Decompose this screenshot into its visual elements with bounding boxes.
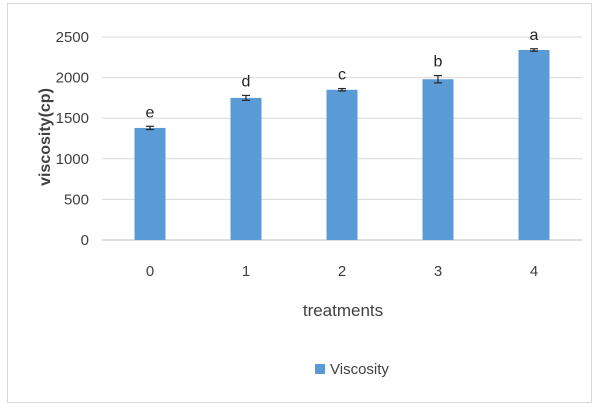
y-tick-label: 500	[64, 191, 89, 208]
bar	[135, 128, 166, 240]
data-label: e	[146, 104, 155, 121]
bar	[519, 50, 550, 240]
legend-label: Viscosity	[330, 361, 389, 378]
data-label: c	[338, 67, 346, 84]
x-axis-title: treatments	[303, 301, 383, 320]
x-tick-label: 4	[530, 263, 538, 280]
y-tick-label: 2000	[56, 70, 89, 87]
y-tick-labels: 0 500 1000 1500 2000 2500	[56, 29, 89, 249]
y-tick-label: 2500	[56, 29, 89, 46]
y-tick-label: 0	[81, 232, 89, 249]
bar	[327, 90, 358, 240]
data-label: a	[530, 27, 539, 44]
bars: e d c b a	[135, 27, 550, 240]
y-tick-label: 1000	[56, 151, 89, 168]
x-tick-labels: 0 1 2 3 4	[146, 263, 538, 280]
data-label: b	[434, 54, 443, 71]
bar	[423, 79, 454, 240]
legend-swatch	[315, 364, 325, 374]
x-tick-label: 1	[242, 263, 250, 280]
x-tick-label: 0	[146, 263, 154, 280]
legend: Viscosity	[315, 361, 389, 378]
x-tick-label: 2	[338, 263, 346, 280]
data-label: d	[242, 73, 251, 90]
y-tick-label: 1500	[56, 110, 89, 127]
x-tick-label: 3	[434, 263, 442, 280]
bar	[231, 98, 262, 240]
y-axis-title: viscosity(cp)	[37, 88, 54, 186]
